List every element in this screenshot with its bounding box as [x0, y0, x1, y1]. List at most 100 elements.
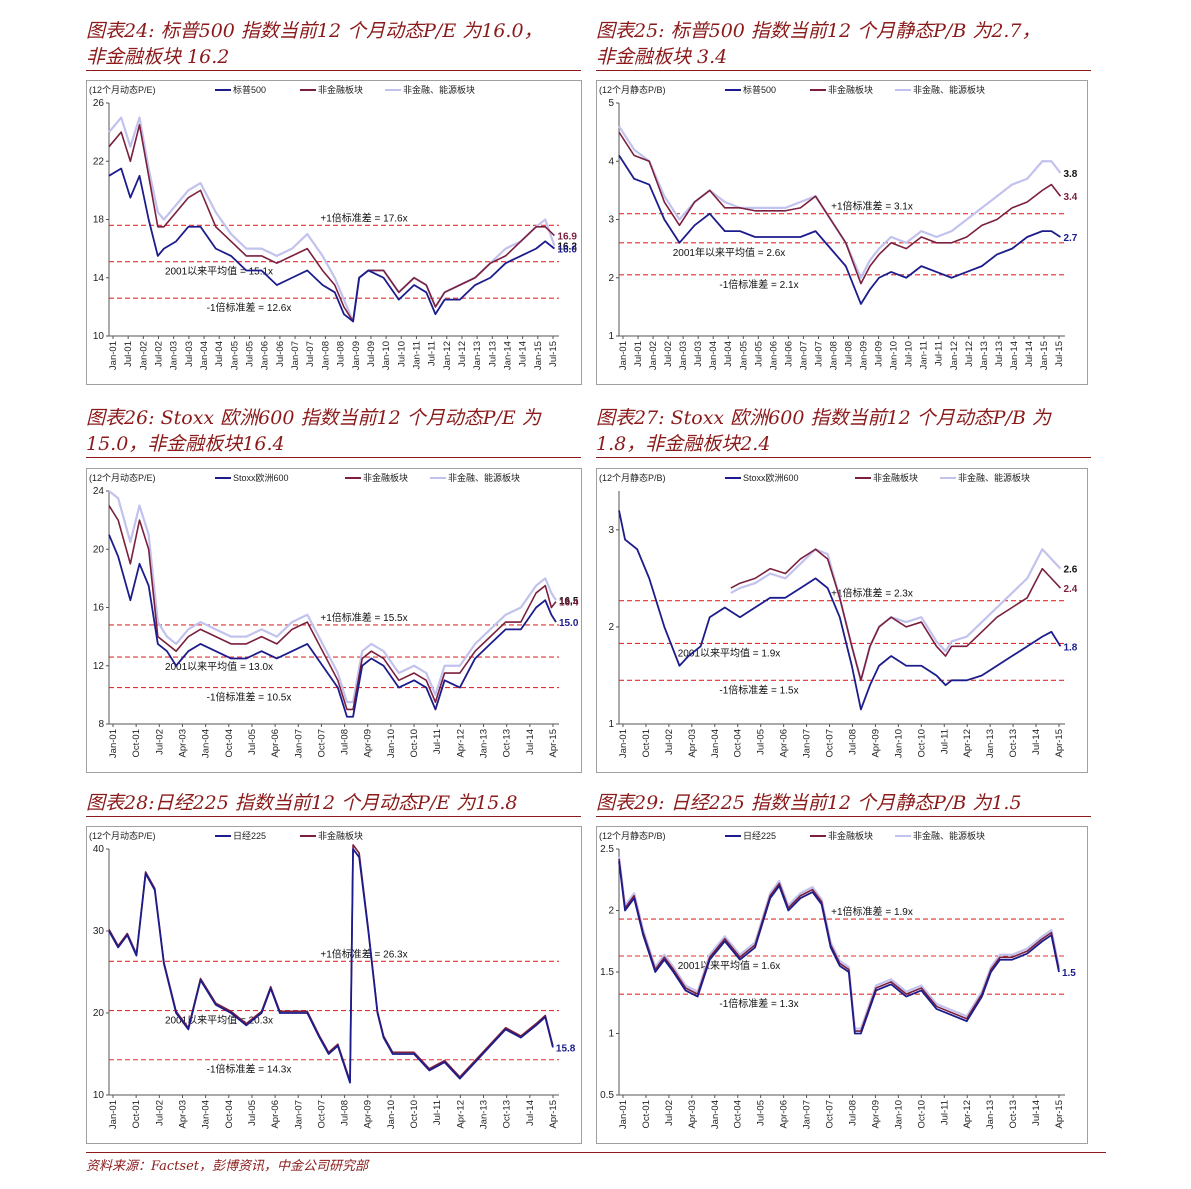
- legend-label: 非金融、能源板块: [448, 472, 520, 483]
- legend-label: 非金融板块: [828, 830, 873, 841]
- chart-28-area: (12个月动态P/E) 日经225 非金融板块 10 20 30 40 Jan-01 Oct-0…: [86, 826, 582, 1144]
- legend-item: 非金融、能源板块: [430, 472, 520, 483]
- legend-label: 非金融、能源板块: [403, 84, 475, 95]
- reference-label: +1倍标准差 = 26.3x: [320, 947, 407, 960]
- x-tick-label: Jul-04: [214, 341, 225, 367]
- y-tick-label: 0.5: [600, 1090, 614, 1101]
- x-tick-label: Apr-09: [870, 729, 881, 758]
- x-tick-label: Oct-04: [733, 729, 744, 758]
- x-tick-label: Apr-03: [687, 1100, 698, 1129]
- legend-label: 非金融板块: [318, 830, 363, 841]
- reference-label: 2001以来平均值 = 15.1x: [165, 265, 273, 278]
- x-tick-label: Oct-13: [1008, 1100, 1019, 1129]
- x-tick-label: Jul-12: [964, 341, 975, 367]
- x-tick-label: Jul-02: [154, 1100, 165, 1126]
- unit-label: (12个月动态P/E): [89, 472, 156, 483]
- legend-label: 非金融板块: [318, 84, 363, 95]
- legend-item: 非金融板块: [300, 830, 363, 841]
- x-tick-label: Jul-02: [154, 729, 165, 755]
- x-tick-label: Jul-11: [432, 1100, 443, 1125]
- reference-label: -1倍标准差 = 10.5x: [207, 691, 292, 704]
- end-value-label: 16.0: [557, 245, 577, 256]
- x-tick-label: Jul-11: [939, 1100, 950, 1125]
- y-tick-label: 2: [608, 273, 614, 284]
- y-tick-label: 40: [93, 844, 105, 855]
- x-tick-label: Jul-08: [847, 1100, 858, 1126]
- legend-item: 标普500: [725, 84, 776, 95]
- y-tick-label: 1: [608, 719, 614, 730]
- reference-label: +1倍标准差 = 17.6x: [320, 211, 407, 224]
- x-tick-label: Jan-13: [985, 1100, 996, 1129]
- x-tick-label: Jul-10: [904, 341, 915, 367]
- reference-label: 2001以来平均值 = 1.6x: [678, 959, 781, 972]
- x-tick-label: Jul-14: [1024, 341, 1035, 367]
- x-tick-label: Jul-12: [457, 341, 468, 367]
- legend-label: 标普500: [233, 84, 266, 95]
- end-value-label: 2.6: [1063, 565, 1077, 576]
- chart-svg: (12个月动态P/E) 日经225 非金融板块 10 20 30 40 Jan-01 Oct-0…: [89, 830, 576, 1129]
- x-tick-label: Jan-09: [859, 341, 870, 370]
- y-tick-label: 2: [608, 906, 614, 917]
- series-line-1: [618, 510, 1062, 711]
- x-tick-label: Jul-09: [366, 341, 377, 367]
- x-tick-label: Jul-15: [548, 341, 559, 367]
- x-tick-label: Jan-08: [828, 341, 839, 370]
- legend-item: 日经225: [215, 830, 266, 841]
- unit-label: (12个月静态P/B): [599, 472, 666, 483]
- x-tick-label: Jan-11: [919, 341, 930, 369]
- chart-29-area: (12个月静态P/B) 日经225 非金融板块 非金融、能源板块 0.5 1 1.5 2 2.5…: [596, 826, 1088, 1144]
- series-line-1: [618, 861, 1060, 1035]
- series-line-1: [108, 167, 555, 323]
- y-tick-label: 10: [93, 1090, 105, 1101]
- series-line-1: [108, 848, 554, 1084]
- x-tick-label: Oct-04: [733, 1100, 744, 1129]
- y-tick-label: 1: [608, 331, 614, 342]
- unit-label: (12个月静态P/B): [599, 84, 666, 95]
- x-tick-label: Jan-08: [320, 341, 331, 370]
- x-tick-label: Jan-14: [502, 341, 513, 370]
- x-tick-label: Jul-01: [123, 341, 134, 367]
- legend-item: 非金融板块: [810, 84, 873, 95]
- x-tick-label: Jul-09: [874, 341, 885, 367]
- legend-label: 非金融、能源板块: [958, 472, 1030, 483]
- x-tick-label: Jul-14: [1031, 1100, 1042, 1126]
- x-tick-label: Jul-14: [525, 1100, 536, 1126]
- y-tick-label: 8: [98, 719, 104, 730]
- series-line-2: [108, 844, 554, 1082]
- x-tick-label: Jul-11: [432, 729, 443, 754]
- x-tick-label: Jan-10: [893, 1100, 904, 1129]
- legend-label: 非金融板块: [363, 472, 408, 483]
- x-tick-label: Jul-05: [756, 1100, 767, 1126]
- series-line-2: [730, 548, 1062, 682]
- x-tick-label: Jul-03: [184, 341, 195, 367]
- end-value-label: 1.8: [1063, 642, 1077, 653]
- x-tick-label: Jul-05: [247, 1100, 258, 1126]
- x-tick-label: Oct-13: [502, 1100, 513, 1129]
- x-tick-label: Jul-06: [783, 341, 794, 367]
- x-tick-label: Apr-06: [779, 729, 790, 758]
- x-tick-label: Jul-02: [663, 341, 674, 367]
- x-tick-label: Jan-04: [710, 1100, 721, 1129]
- legend-item: 标普500: [215, 84, 266, 95]
- x-tick-label: Apr-12: [962, 1100, 973, 1129]
- x-tick-label: Oct-01: [641, 729, 652, 758]
- x-tick-label: Jul-07: [813, 341, 824, 367]
- y-tick-label: 2.5: [600, 844, 614, 855]
- legend-item: 非金融、能源板块: [895, 84, 985, 95]
- reference-label: +1倍标准差 = 2.3x: [831, 587, 913, 600]
- reference-label: +1倍标准差 = 3.1x: [831, 200, 913, 213]
- reference-label: -1倍标准差 = 12.6x: [207, 301, 292, 314]
- y-tick-label: 18: [93, 215, 105, 226]
- x-tick-label: Oct-10: [916, 729, 927, 758]
- x-tick-label: Jul-11: [939, 729, 950, 754]
- x-tick-label: Oct-01: [641, 1100, 652, 1129]
- legend-item: 非金融板块: [810, 830, 873, 841]
- x-tick-label: Jan-04: [710, 729, 721, 758]
- x-tick-label: Jan-10: [889, 341, 900, 370]
- x-tick-label: Jan-02: [138, 341, 149, 370]
- chart-svg: (12个月动态P/E) 标普500 非金融板块 非金融、能源板块 10 14 18 22 26 J…: [89, 84, 577, 370]
- x-tick-label: Apr-09: [363, 1100, 374, 1129]
- x-tick-label: Jan-12: [949, 341, 960, 370]
- x-tick-label: Oct-13: [502, 729, 513, 758]
- y-tick-label: 22: [93, 156, 105, 167]
